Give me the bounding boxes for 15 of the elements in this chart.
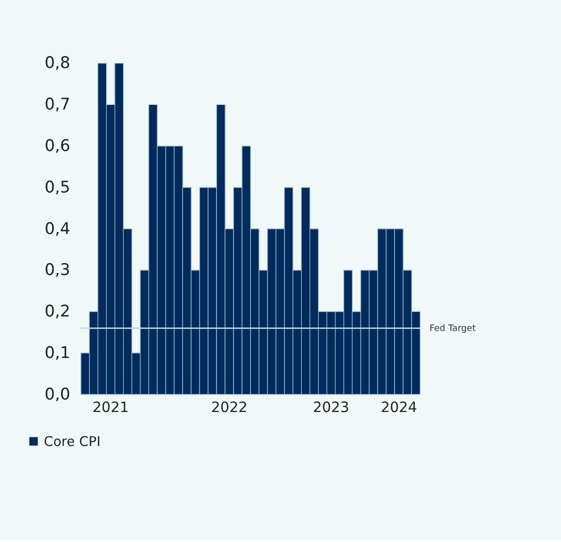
y-tick-label: 0,3: [44, 260, 70, 280]
x-tick-label: 2023: [312, 400, 350, 416]
y-tick-label: 0,6: [44, 136, 70, 155]
y-tick-label: 0,4: [44, 218, 70, 238]
ref-line-label: Fed Target: [429, 324, 476, 334]
x-tick-label: 2021: [92, 400, 129, 416]
legend-label: Core CPI: [44, 434, 101, 450]
x-tick-label: 2022: [211, 400, 248, 416]
y-tick-label: 0,5: [44, 177, 70, 196]
y-tick-label: 0,8: [44, 53, 70, 72]
y-tick-label: 0,1: [44, 342, 70, 362]
y-tick-label: 0,0: [44, 384, 70, 404]
y-tick-label: 0,7: [44, 94, 70, 114]
y-tick-label: 0,2: [44, 302, 70, 321]
x-tick-label: 2024: [380, 400, 418, 416]
